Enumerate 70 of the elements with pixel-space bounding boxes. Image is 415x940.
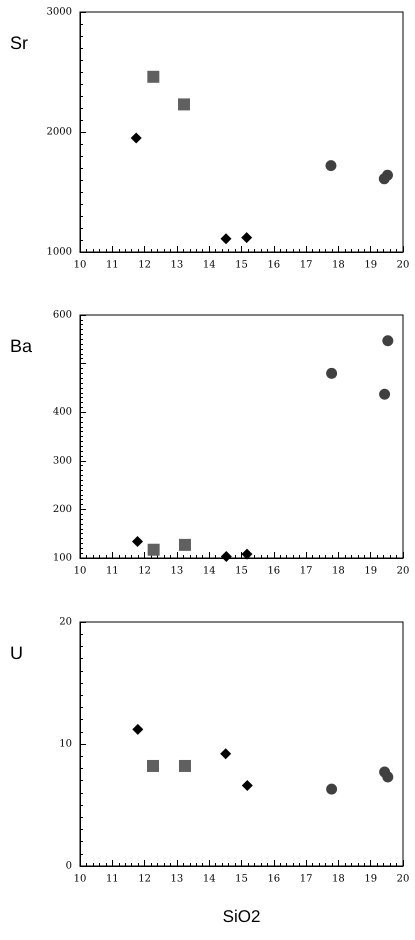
x-tick-label: 14 [202,566,216,576]
point [220,551,232,562]
y-tick-label: 600 [52,310,72,320]
point [325,160,336,172]
x-tick-label: 10 [74,260,86,270]
x-axis-title: SiO2 [222,907,260,926]
x-tick-label: 15 [235,260,248,270]
y-axis-title: Ba [10,336,34,356]
x-tick-label: 19 [364,874,378,884]
y-tick-label: 400 [52,406,72,418]
x-tick-label: 19 [364,260,378,270]
y-tick-label: 100 [52,552,72,564]
point [147,70,160,83]
y-tick-label: 300 [52,455,72,466]
x-tick-label: 13 [170,260,184,270]
x-tick-label: 15 [235,874,248,884]
point [382,335,394,346]
x-tick-label: 11 [106,260,119,270]
point [130,132,142,144]
x-tick-label: 12 [138,260,151,270]
x-tick-label: 12 [138,874,151,884]
point [326,368,338,379]
y-tick-label: 200 [52,504,72,515]
x-tick-label: 16 [267,874,280,884]
point [148,544,160,556]
point [147,760,159,772]
y-tick-label: 2000 [46,126,72,138]
x-tick-label: 11 [106,874,119,884]
x-tick-label: 16 [267,260,280,270]
point [382,170,393,181]
x-tick-label: 13 [170,566,184,576]
point [241,548,252,560]
point [178,538,191,551]
point [382,771,394,782]
point [241,232,252,244]
x-tick-label: 16 [267,566,280,576]
x-tick-label: 10 [74,874,86,884]
point [326,784,338,795]
point [132,536,143,547]
x-tick-label: 15 [235,566,248,576]
y-tick-label: 0 [66,860,72,872]
point [178,760,191,772]
x-tick-label: 14 [202,260,216,270]
y-tick-label: 20 [59,616,72,628]
x-tick-label: 18 [332,260,345,270]
x-tick-label: 11 [106,566,119,576]
point [178,98,190,110]
y-tick-label: 10 [59,738,72,750]
point [242,780,253,791]
x-tick-label: 18 [332,874,345,884]
x-tick-label: 12 [138,566,151,576]
y-tick-label: 3000 [46,6,72,18]
x-tick-label: 13 [170,874,184,884]
x-tick-label: 10 [74,566,86,576]
y-axis-title: U [10,643,23,663]
point [132,724,144,735]
x-tick-label: 17 [300,566,312,576]
x-tick-label: 20 [396,874,410,884]
point [220,748,232,760]
x-tick-label: 17 [300,260,312,270]
x-tick-label: 19 [364,566,378,576]
x-tick-label: 18 [332,566,345,576]
point [220,233,232,244]
x-tick-label: 17 [300,874,312,884]
y-tick-label: 1000 [46,246,72,258]
y-axis-title: Sr [10,33,28,53]
point [379,388,390,400]
x-tick-label: 14 [202,874,216,884]
x-tick-label: 20 [396,566,410,576]
x-tick-label: 20 [396,260,410,270]
